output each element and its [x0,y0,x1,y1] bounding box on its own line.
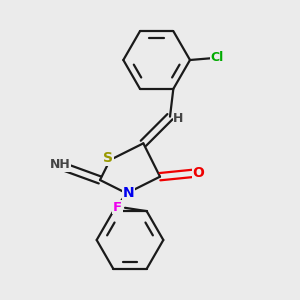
Text: NH: NH [50,158,70,172]
Text: F: F [113,201,122,214]
Text: O: O [192,166,204,180]
Text: H: H [173,112,184,125]
Text: N: N [122,186,134,200]
Text: S: S [103,151,113,165]
Text: Cl: Cl [211,51,224,64]
